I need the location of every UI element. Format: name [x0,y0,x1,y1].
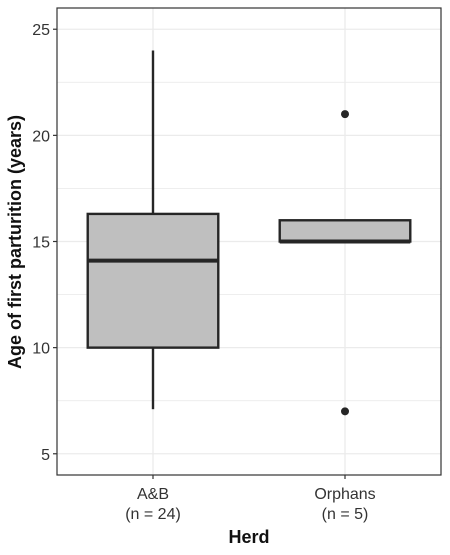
y-tick-label: 20 [32,128,50,145]
x-tick-label-name: Orphans [314,486,375,503]
x-tick-label-count: (n = 5) [322,506,369,523]
outlier-point [341,110,349,119]
box-group-1 [278,110,412,416]
x-tick-label-count: (n = 24) [125,506,181,523]
x-axis-title: Herd [228,527,269,547]
y-axis-title: Age of first parturition (years) [5,115,25,369]
y-tick-label: 10 [32,341,50,358]
y-tick-label: 25 [32,22,50,39]
x-tick-label-name: A&B [137,486,169,503]
box-layer [86,50,412,416]
y-axis-ticks: 5 10 15 20 25 [32,22,57,464]
x-axis-ticks: A&B (n = 24) Orphans (n = 5) [125,475,376,523]
y-tick-label: 15 [32,235,50,252]
box-iqr [86,212,220,349]
y-tick-label: 5 [41,447,50,464]
box-iqr [278,219,412,243]
box-group-0 [86,50,220,410]
outlier-point [341,407,349,416]
